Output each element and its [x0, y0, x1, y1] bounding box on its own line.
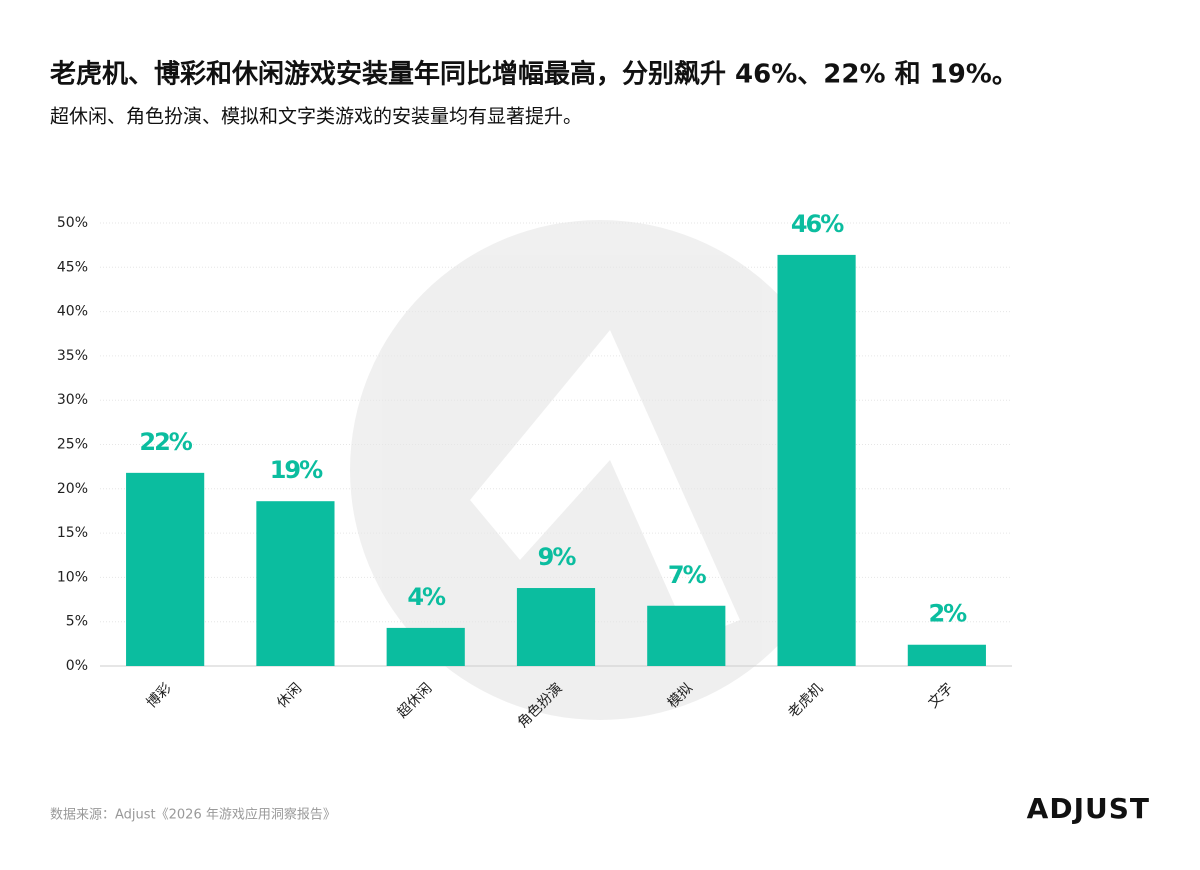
y-tick-label: 5%	[66, 614, 88, 630]
bar	[647, 605, 726, 666]
x-tick-label: 文字	[925, 680, 956, 711]
y-tick-label: 20%	[57, 481, 88, 497]
value-label: 2%	[928, 600, 967, 628]
y-tick-label: 40%	[57, 304, 88, 320]
watermark	[350, 220, 850, 720]
y-tick-label: 10%	[57, 569, 88, 585]
source-note: 数据来源：Adjust《2026 年游戏应用洞察报告》	[50, 807, 336, 823]
value-label: 7%	[668, 561, 707, 589]
bar	[777, 254, 856, 666]
x-tick-label: 博彩	[143, 680, 175, 712]
value-label: 19%	[270, 456, 323, 484]
y-tick-label: 15%	[57, 525, 88, 541]
x-tick-label: 休闲	[274, 680, 305, 711]
y-tick-label: 35%	[57, 348, 88, 364]
bar	[516, 588, 596, 666]
plot-area: 0% 5% 10% 15% 20% 25% 30% 35% 40% 45% 50% 博彩 22% 休闲 19…	[57, 210, 1012, 731]
bar	[907, 644, 986, 666]
bar	[126, 472, 205, 666]
logo: ADJUST	[1027, 792, 1150, 825]
x-tick-label: 超休闲	[394, 680, 435, 721]
y-tick-label: 30%	[57, 392, 88, 408]
value-label: 46%	[791, 210, 844, 238]
value-label: 4%	[407, 583, 446, 611]
chart-title: 老虎机、博彩和休闲游戏安装量年同比增幅最高，分别飙升 46%、22% 和 19%…	[50, 59, 1018, 90]
y-tick-label: 45%	[57, 259, 88, 275]
y-tick-label: 25%	[57, 437, 88, 453]
value-label: 9%	[538, 543, 577, 571]
value-label: 22%	[139, 428, 192, 456]
bar	[386, 627, 465, 666]
bar	[256, 501, 335, 666]
chart-subtitle: 超休闲、角色扮演、模拟和文字类游戏的安装量均有显著提升。	[50, 106, 582, 128]
y-tick-label: 50%	[57, 215, 88, 231]
y-tick-label: 0%	[66, 658, 88, 674]
x-tick-label: 老虎机	[785, 680, 826, 721]
